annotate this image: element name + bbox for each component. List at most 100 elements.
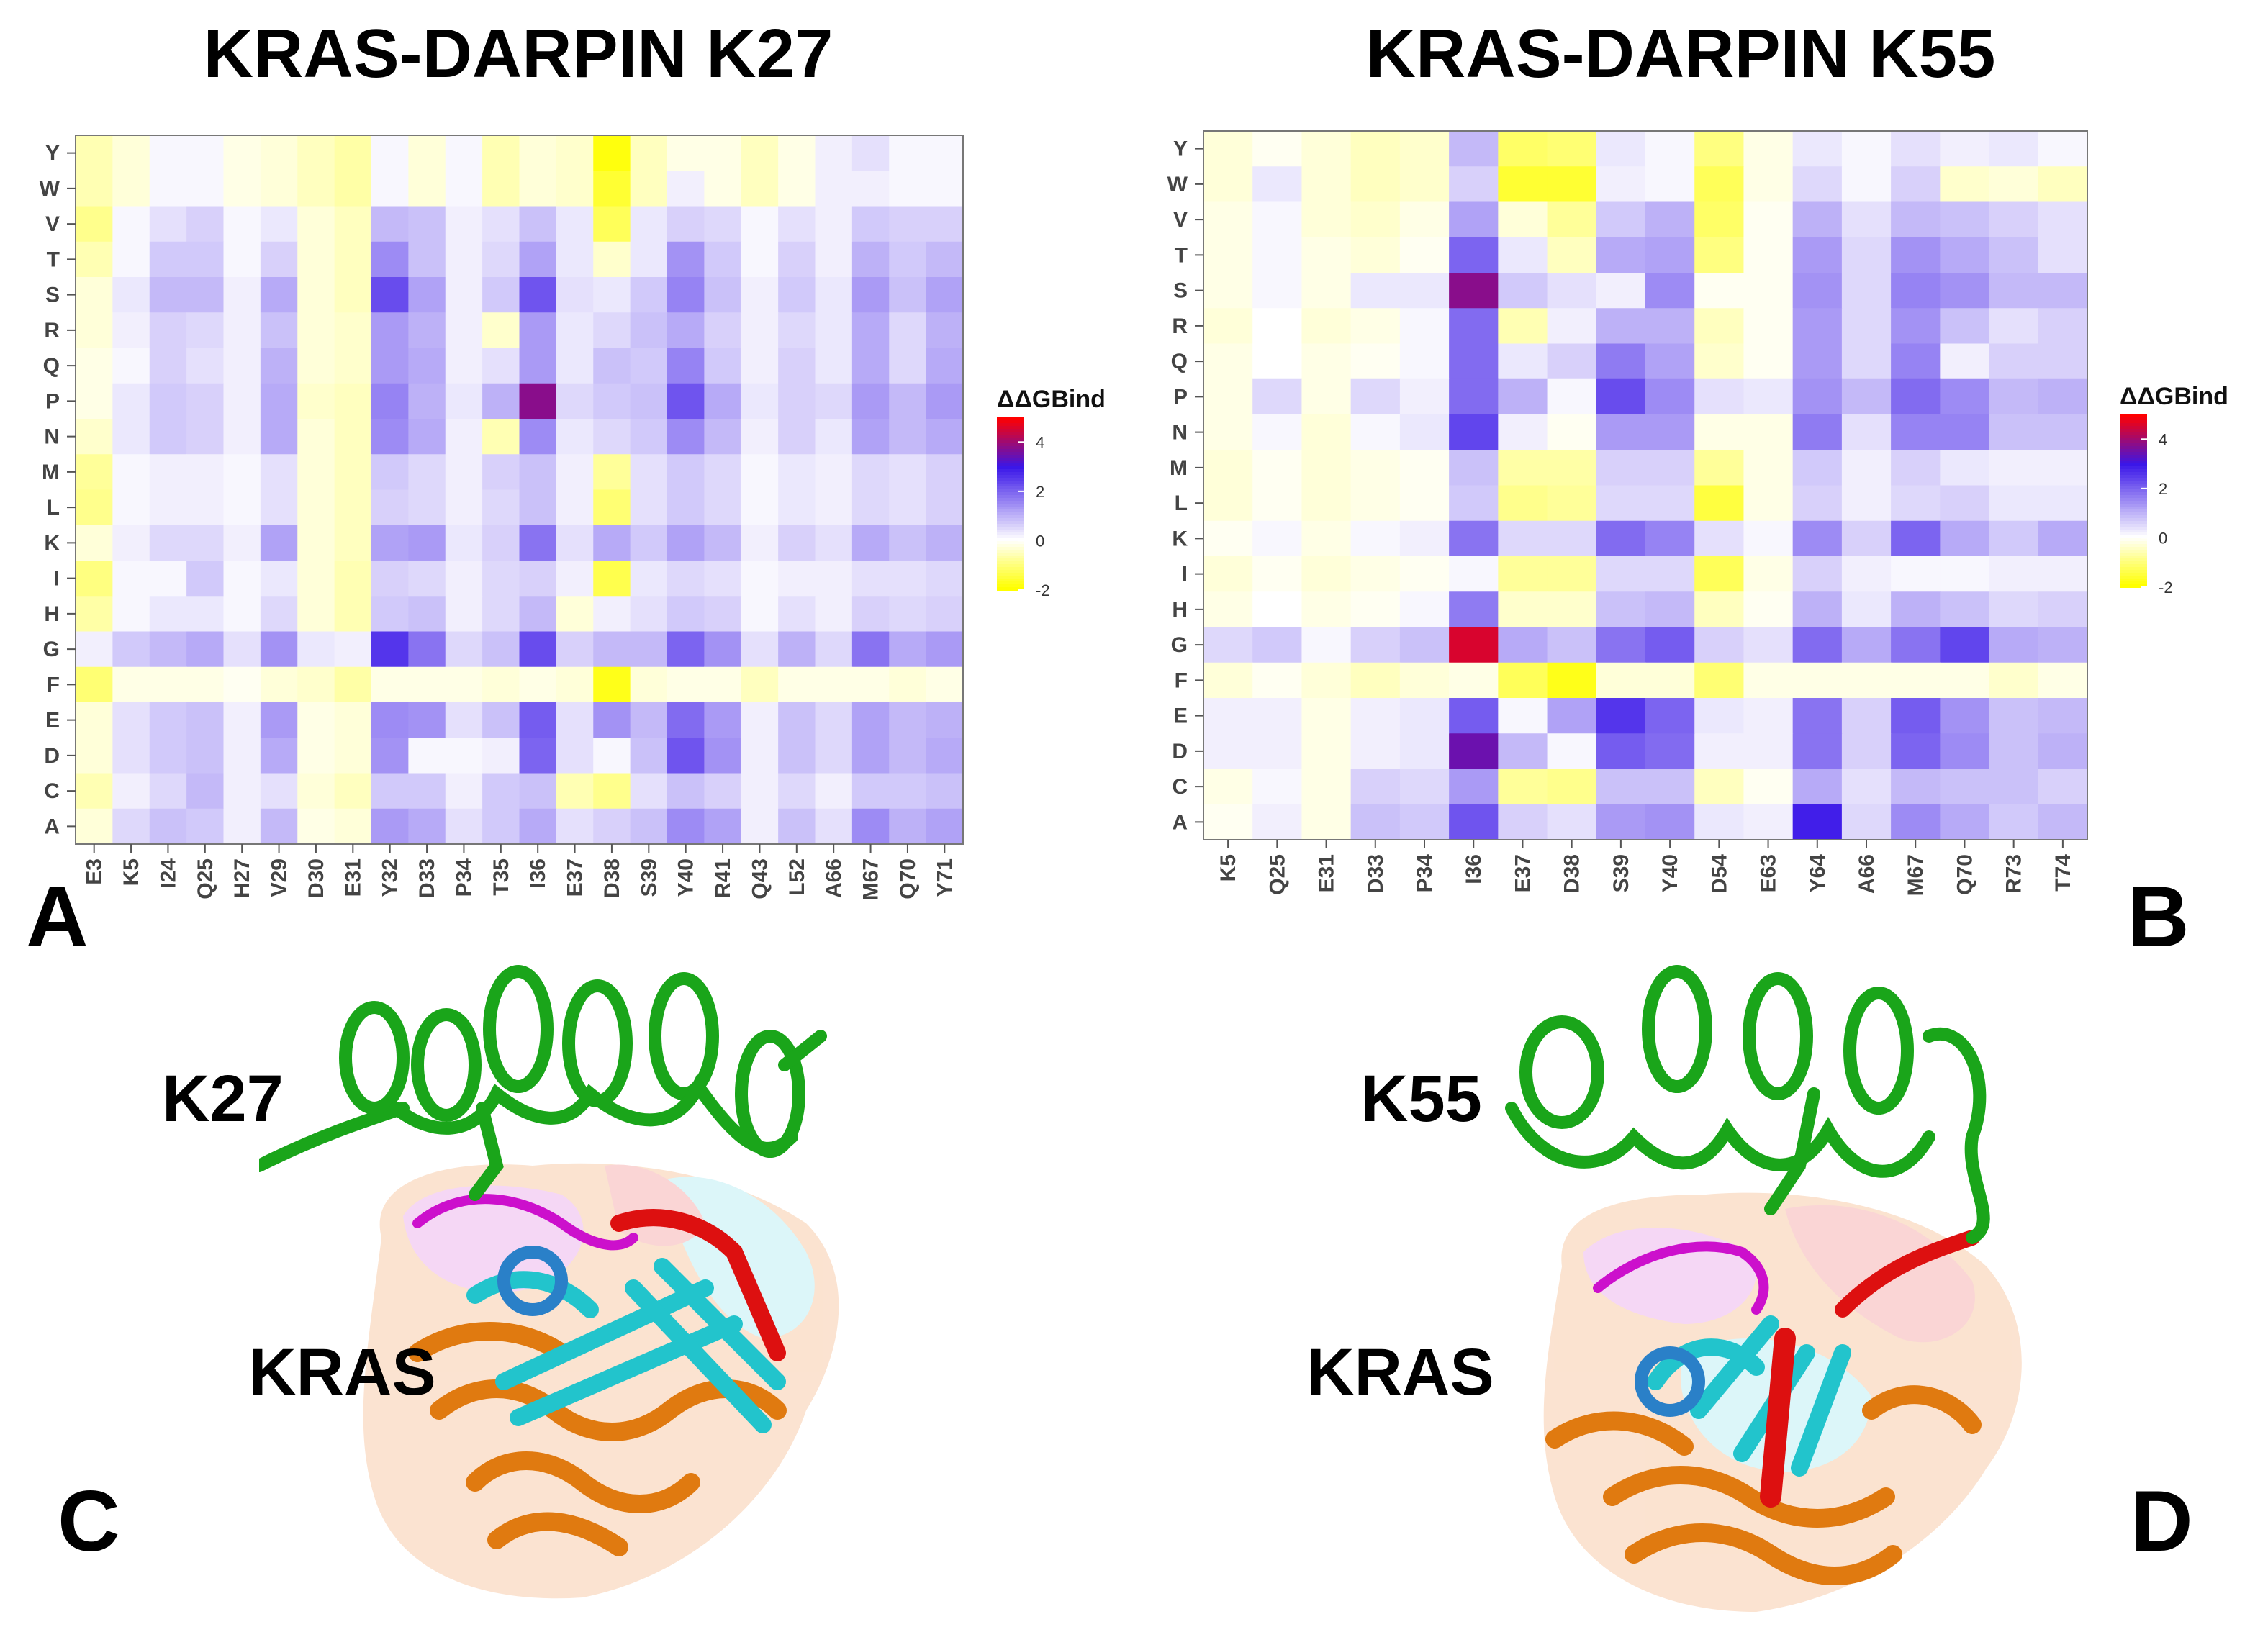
heatmap-cell [1449, 804, 1499, 840]
colorbar-segment [2120, 446, 2147, 450]
heatmap-cell [297, 135, 335, 171]
colorbar-segment [2120, 581, 2147, 585]
heatmap-cell [889, 738, 927, 774]
heatmap-cell [889, 454, 927, 491]
y-tick-label: S [1173, 279, 1188, 303]
heatmap-cell [1547, 201, 1597, 238]
heatmap-cell [445, 348, 483, 384]
x-tick-label: A66 [1855, 854, 1879, 894]
heatmap-cell [778, 383, 816, 420]
colorbar-segment [997, 417, 1024, 421]
heatmap-cell [741, 241, 779, 278]
colorbar-segment [2120, 584, 2147, 588]
heatmap-cell [1301, 201, 1352, 238]
heatmap-cell [1350, 237, 1401, 273]
heatmap-cell [1596, 556, 1646, 592]
heatmap-cell [1940, 698, 1990, 734]
heatmap-cell [408, 596, 446, 633]
heatmap-cell [445, 489, 483, 526]
heatmap-cell [112, 525, 150, 561]
colorbar-segment [2120, 521, 2147, 525]
heatmap-cell [1841, 237, 1892, 273]
heatmap-cell [76, 702, 113, 738]
heatmap-cell [926, 454, 964, 491]
colorbar-segment [2120, 492, 2147, 496]
heatmap-cell [2038, 450, 2088, 486]
heatmap-cell [1498, 520, 1548, 557]
heatmap-cell [851, 702, 890, 738]
heatmap-cell [851, 631, 890, 668]
heatmap-cell [223, 454, 261, 491]
colorbar-segment [997, 492, 1024, 496]
colorbar-segment [997, 438, 1024, 441]
heatmap-cell [482, 489, 520, 526]
heatmap-cell [149, 773, 187, 810]
heatmap-cell [1498, 485, 1548, 522]
heatmap-cell [149, 525, 187, 561]
heatmap-cell [1547, 343, 1597, 380]
structure-k27-kras [259, 965, 839, 1599]
heatmap-cell [223, 348, 261, 384]
heatmap-cell [778, 596, 816, 633]
heatmap-cell [260, 489, 298, 526]
heatmap-cell [112, 666, 150, 703]
heatmap-cell [667, 383, 705, 420]
panel-letter-b: B [2127, 869, 2190, 965]
heatmap-cell [223, 596, 261, 633]
heatmap-cell [1301, 166, 1352, 203]
heatmap-cell [1645, 733, 1695, 770]
colorbar-segment [2120, 538, 2147, 542]
heatmap-cell [1350, 485, 1401, 522]
colorbar-segment [2120, 455, 2147, 458]
heatmap-cell [778, 738, 816, 774]
colorbar-segment [997, 423, 1024, 427]
heatmap-cell [593, 525, 631, 561]
heatmap-cell [445, 596, 483, 633]
heatmap-cell [76, 489, 113, 526]
x-tick-label: Y64 [1806, 854, 1830, 893]
heatmap-cell [667, 171, 705, 207]
heatmap-cell [445, 312, 483, 349]
colorbar-segment [2120, 524, 2147, 527]
heatmap-cell [1743, 698, 1794, 734]
heatmap-cell [445, 454, 483, 491]
heatmap-cell [1498, 591, 1548, 628]
heatmap-cell [1694, 556, 1745, 592]
colorbar-segment [2120, 507, 2147, 510]
colorbar-segment [2120, 426, 2147, 430]
colorbar-segment [997, 443, 1024, 447]
y-tick-label: H [44, 602, 60, 626]
colorbar-segment [2120, 558, 2147, 562]
heatmap-cell [223, 383, 261, 420]
heatmap-cell [297, 348, 335, 384]
heatmap-cell [556, 489, 594, 526]
heatmap-cell [1399, 201, 1450, 238]
colorbar-segment [997, 449, 1024, 453]
heatmap-cell [704, 454, 742, 491]
heatmap-cell [778, 348, 816, 384]
heatmap-cell [482, 348, 520, 384]
heatmap-cell [926, 171, 964, 207]
heatmap-cell [889, 808, 927, 845]
heatmap-cell [1743, 414, 1794, 450]
heatmap-cell [1350, 450, 1401, 486]
colorbar-segment [2120, 435, 2147, 438]
heatmap-cell [1596, 131, 1646, 167]
heatmap-cell [1498, 804, 1548, 840]
heatmap-cell [704, 312, 742, 349]
heatmap-cell [112, 489, 150, 526]
heatmap-cell [1252, 450, 1303, 486]
heatmap-cell [1645, 662, 1695, 699]
heatmap-cell [1940, 131, 1990, 167]
heatmap-cell [556, 312, 594, 349]
heatmap-cell [1940, 414, 1990, 450]
x-tick-label: I36 [526, 858, 550, 889]
heatmap-cell [593, 808, 631, 845]
heatmap-cell [1841, 273, 1892, 309]
heatmap-cell [1301, 378, 1352, 415]
heatmap-cell [223, 808, 261, 845]
heatmap-cell [1841, 520, 1892, 557]
heatmap-cell [1203, 627, 1253, 663]
heatmap-cell [1841, 343, 1892, 380]
heatmap-cell [1399, 450, 1450, 486]
